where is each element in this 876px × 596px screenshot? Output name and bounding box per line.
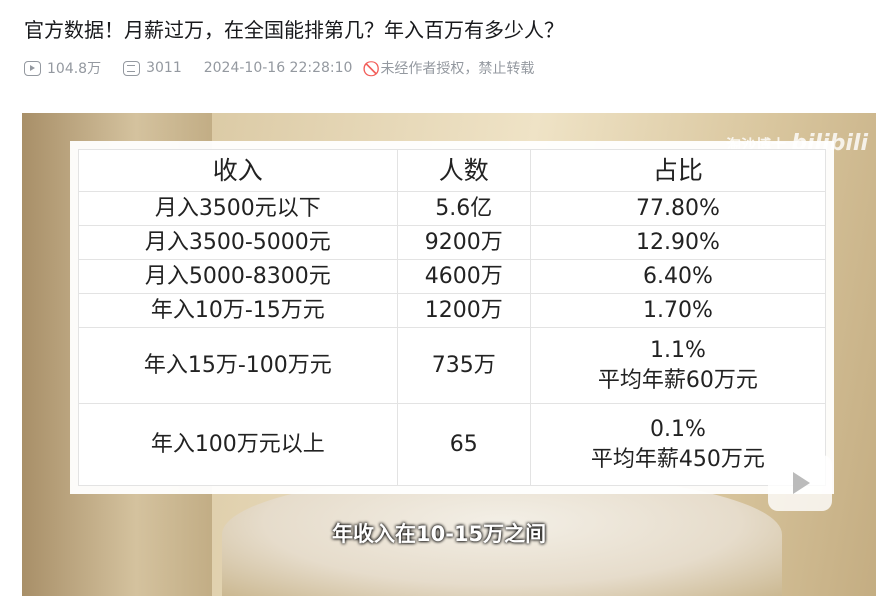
video-meta: 104.8万 3011 2024-10-16 22:28:10 ⃠ 未经作者授权…	[24, 58, 534, 78]
header-count: 人数	[396, 149, 531, 192]
count-cell: 1200万	[396, 293, 531, 328]
table-row: 年入100万元以上 65 0.1% 平均年薪450万元	[78, 403, 827, 486]
share-cell: 1.70%	[529, 293, 827, 328]
copyright-notice: 未经作者授权，禁止转载	[380, 61, 535, 77]
income-cell: 月入5000-8300元	[78, 259, 398, 294]
publish-datetime: 2024-10-16 22:28:10	[203, 60, 353, 76]
income-table: 收入 人数 占比 月入3500元以下 5.6亿 77.80% 月入3500-5000…	[78, 149, 827, 486]
video-person	[222, 473, 782, 596]
count-cell: 9200万	[396, 225, 531, 260]
table-row: 月入3500-5000元 9200万 12.90%	[78, 225, 827, 260]
count-cell: 5.6亿	[396, 191, 531, 226]
count-cell: 4600万	[396, 259, 531, 294]
table-header: 收入 人数 占比	[78, 149, 827, 192]
share-value: 1.1%	[649, 337, 706, 363]
danmaku-count: 3011	[146, 60, 182, 76]
view-count: 104.8万	[47, 61, 102, 77]
subtitle: 年收入在10-15万之间	[332, 522, 547, 546]
header-income: 收入	[78, 149, 398, 192]
play-button[interactable]	[768, 455, 832, 511]
income-cell: 年入15万-100万元	[78, 327, 398, 404]
share-value: 0.1%	[649, 416, 706, 442]
average-salary: 平均年薪60万元	[597, 367, 758, 393]
table-row: 年入15万-100万元 735万 1.1% 平均年薪60万元	[78, 327, 827, 404]
share-cell: 12.90%	[529, 225, 827, 260]
share-cell: 77.80%	[529, 191, 827, 226]
table-row: 年入10万-15万元 1200万 1.70%	[78, 293, 827, 328]
income-cell: 年入100万元以上	[78, 403, 398, 486]
danmaku-icon	[123, 60, 141, 76]
average-salary: 平均年薪450万元	[590, 446, 765, 472]
income-cell: 年入10万-15万元	[78, 293, 398, 328]
video-title: 官方数据！月薪过万，在全国能排第几？年入百万有多少人？	[24, 18, 564, 42]
share-cell: 6.40%	[529, 259, 827, 294]
income-cell: 月入3500-5000元	[78, 225, 398, 260]
table-row: 月入3500元以下 5.6亿 77.80%	[78, 191, 827, 226]
income-cell: 月入3500元以下	[78, 191, 398, 226]
video-player[interactable]: 淘沙博士 bilibili 收入 人数 占比 月入3500元以下 5.6亿 77.8…	[22, 113, 876, 596]
count-cell: 65	[396, 403, 531, 486]
header-share: 占比	[529, 149, 827, 192]
table-row: 月入5000-8300元 4600万 6.40%	[78, 259, 827, 294]
count-cell: 735万	[396, 327, 531, 404]
share-cell: 1.1% 平均年薪60万元	[529, 327, 827, 404]
play-count-icon	[24, 60, 41, 76]
